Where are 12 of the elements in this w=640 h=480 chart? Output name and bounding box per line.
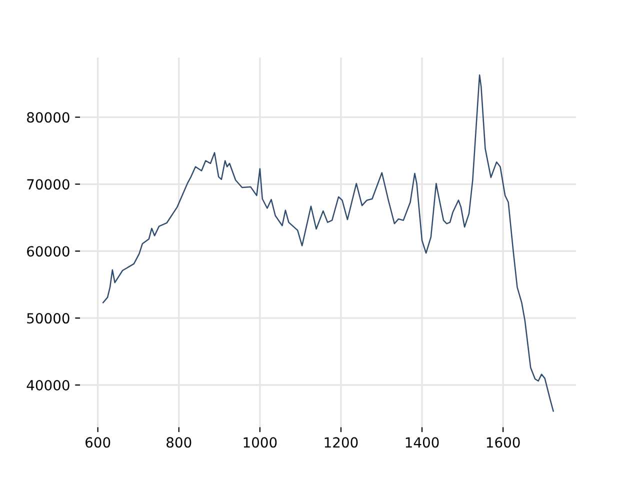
x-tick-label: 1200 xyxy=(324,437,358,448)
y-tick-label: 80000 xyxy=(27,112,70,123)
y-tick-label: 50000 xyxy=(27,313,70,324)
x-tick-label: 800 xyxy=(166,437,192,448)
line-series xyxy=(102,74,554,412)
y-tick-label: 60000 xyxy=(27,246,70,257)
x-tick-label: 600 xyxy=(86,437,110,448)
y-tick-label: 40000 xyxy=(26,380,70,390)
x-tick-label: 1000 xyxy=(244,437,277,448)
x-tick-label: 1400 xyxy=(406,437,439,448)
y-tick-label: 70000 xyxy=(27,179,70,190)
x-tick-label: 1600 xyxy=(486,437,520,448)
